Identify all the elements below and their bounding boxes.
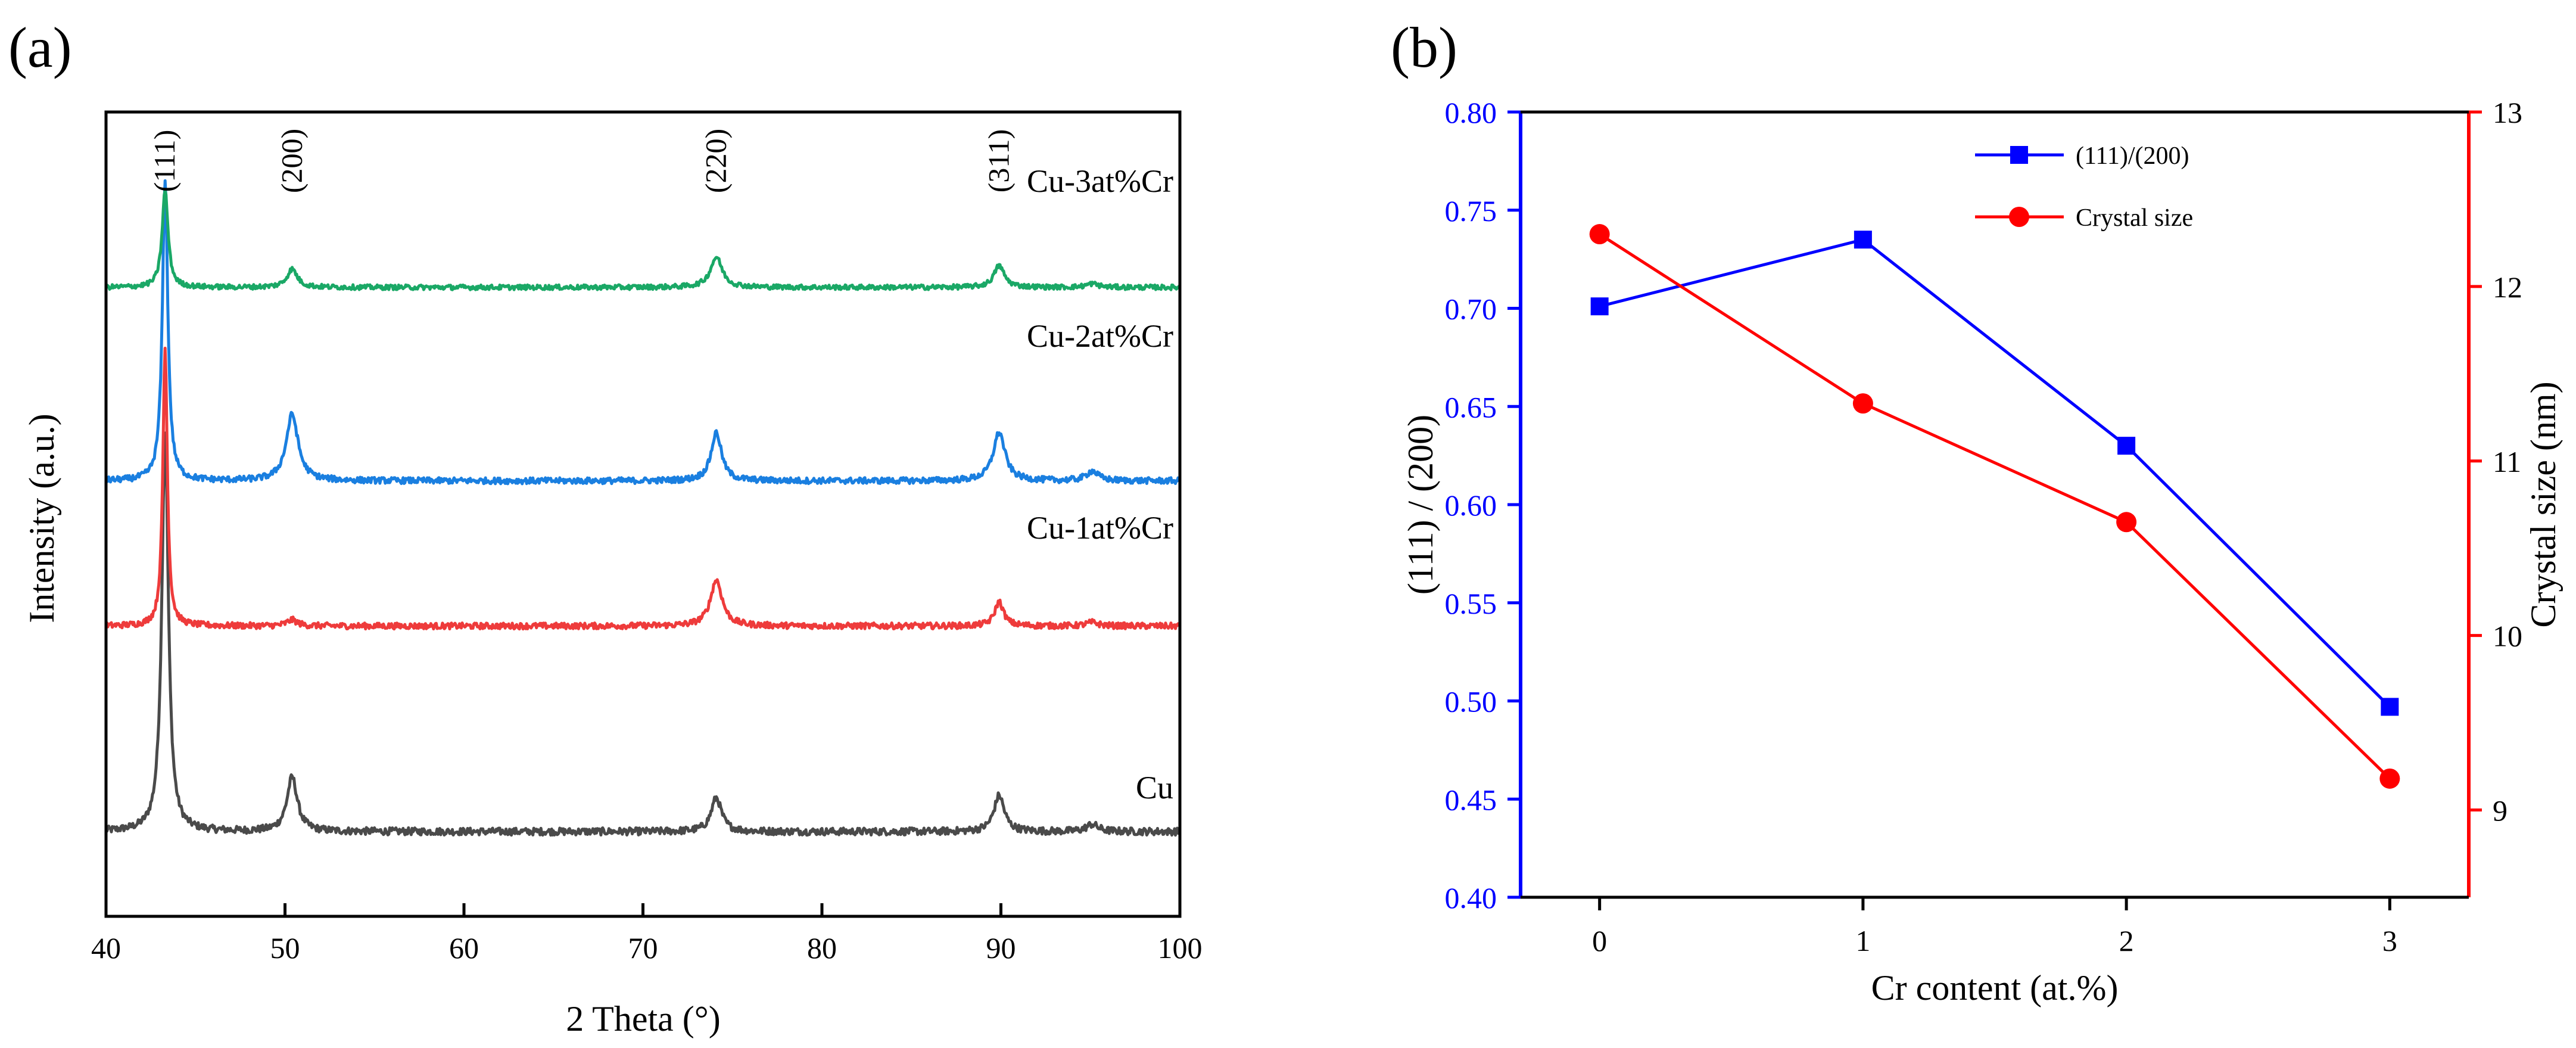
right-y-tick-label: 13 [2493, 96, 2522, 129]
xrd-series-label: Cu-3at%Cr [1027, 163, 1173, 199]
xrd-pattern-cu-2at-cr [104, 179, 1181, 486]
right-y-tick-label: 11 [2493, 445, 2521, 478]
crystal-size-point [1852, 393, 1873, 414]
b-x-tick-label: 3 [2382, 924, 2397, 957]
left-y-tick-label: 0.40 [1445, 881, 1497, 915]
ratio-point [1590, 297, 1609, 316]
b-x-ticks: 0 1 2 3 [1592, 897, 2397, 957]
xrd-x-tick-label: 100 [1158, 931, 1203, 965]
xrd-x-tick-label: 50 [270, 931, 300, 965]
xrd-panel: (a) 40 50 60 70 80 90 100 (111) (200) (220) (311)… [8, 15, 1203, 1038]
xrd-pattern-cu [104, 431, 1182, 837]
xrd-series-label: Cu-2at%Cr [1027, 318, 1173, 354]
xrd-x-tick-label: 80 [807, 931, 837, 965]
xrd-series-label: Cu [1136, 770, 1173, 806]
xrd-series-group [104, 179, 1182, 837]
ratio-point [2381, 698, 2399, 716]
xrd-x-tick-label: 90 [986, 931, 1016, 965]
legend-ratio-marker [2010, 146, 2028, 164]
crystal-size-point [2116, 512, 2137, 533]
left-y-tick-label: 0.80 [1445, 96, 1497, 129]
left-y-tick-label: 0.55 [1445, 587, 1497, 620]
b-x-tick-label: 0 [1592, 924, 1607, 957]
legend: (111)/(200) Crystal size [1975, 142, 2193, 232]
left-y-axis-title: (111) / (200) [1401, 415, 1440, 595]
crystal-size-point [1589, 224, 1610, 245]
crystal-size-line [1599, 232, 2391, 780]
left-y-ticks: 0.40 0.45 0.50 0.55 0.60 0.65 0.70 0.75 0.80 [1445, 96, 1521, 915]
xrd-peak-label: (220) [699, 129, 733, 193]
legend-crystal-size-marker [2009, 207, 2029, 227]
xrd-pattern-cu-1at-cr [104, 346, 1182, 631]
left-y-tick-label: 0.70 [1445, 293, 1497, 326]
panel-label-a: (a) [8, 15, 72, 79]
b-x-tick-label: 2 [2119, 924, 2134, 957]
crystal-size-point [2379, 768, 2400, 789]
left-y-tick-label: 0.60 [1445, 489, 1497, 522]
b-x-axis-title: Cr content (at.%) [1871, 968, 2119, 1007]
b-x-tick-label: 1 [1855, 924, 1870, 957]
legend-crystal-size-label: Crystal size [2076, 204, 2193, 232]
left-y-tick-label: 0.75 [1445, 194, 1497, 228]
xrd-peak-label: (200) [275, 129, 309, 193]
xrd-x-tick-label: 60 [449, 931, 479, 965]
ratio-line [1599, 238, 2391, 708]
right-y-tick-label: 12 [2493, 270, 2522, 304]
xrd-series-label: Cu-1at%Cr [1027, 510, 1173, 546]
right-y-tick-label: 9 [2493, 794, 2508, 828]
b-series-group [1589, 224, 2400, 789]
left-y-tick-label: 0.65 [1445, 390, 1497, 424]
left-y-tick-label: 0.45 [1445, 783, 1497, 816]
xrd-y-axis-title: Intensity (a.u.) [22, 413, 61, 623]
xrd-x-tick-label: 40 [91, 931, 121, 965]
xrd-x-tick-label: 70 [628, 931, 658, 965]
ratio-point [2117, 437, 2136, 455]
right-y-tick-label: 10 [2493, 620, 2522, 653]
right-y-ticks: 9 10 11 12 13 [2469, 96, 2522, 828]
xrd-series-labels: Cu Cu-1at%Cr Cu-2at%Cr Cu-3at%Cr [1027, 163, 1173, 806]
xrd-peak-label: (111) [148, 130, 181, 192]
ratio-size-panel: (b) 0.40 0.45 0.50 0.55 0.60 0.65 0.70 0.75 0.80… [1391, 15, 2563, 1007]
xrd-plot-frame [104, 110, 1182, 918]
panel-label-b: (b) [1391, 15, 1457, 79]
xrd-x-axis-title: 2 Theta (°) [566, 999, 720, 1038]
right-y-axis-title: Crystal size (nm) [2524, 381, 2563, 627]
xrd-x-ticks: 40 50 60 70 80 90 100 [91, 903, 1203, 965]
legend-ratio-label: (111)/(200) [2076, 142, 2189, 170]
ratio-point [1854, 231, 1872, 249]
xrd-peak-labels: (111) (200) (220) (311) [148, 129, 1015, 193]
left-y-tick-label: 0.50 [1445, 685, 1497, 719]
xrd-peak-label: (311) [982, 129, 1015, 192]
xrd-pattern-cu-3at-cr [104, 189, 1182, 291]
